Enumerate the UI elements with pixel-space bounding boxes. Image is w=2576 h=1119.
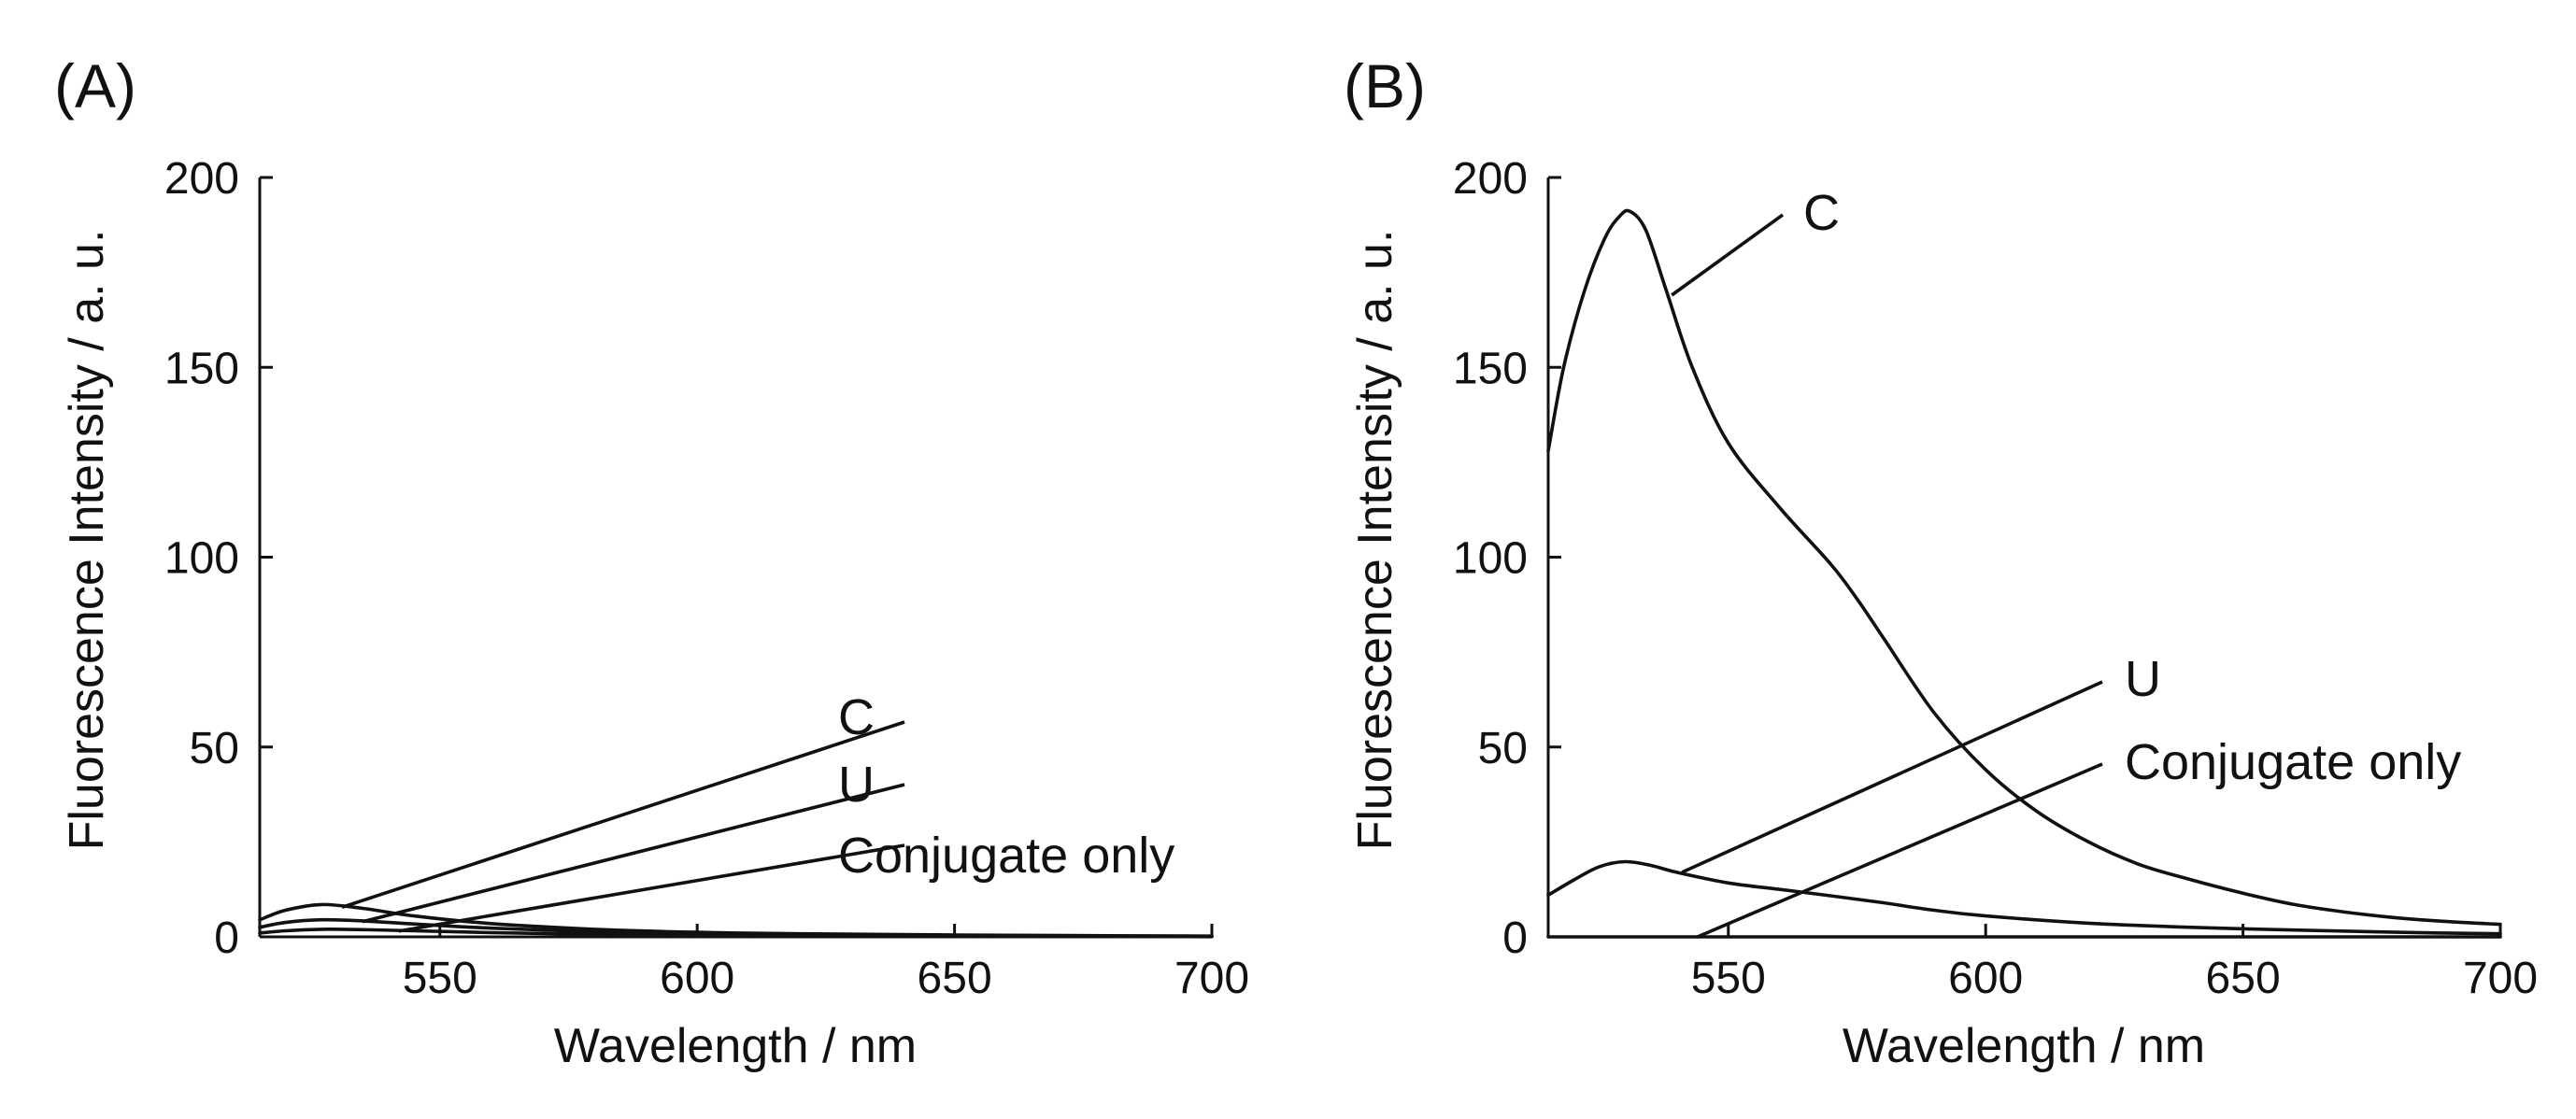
series-label: Conjugate only [838, 828, 1174, 884]
series-leader-line [1697, 762, 2103, 939]
y-tick-label: 0 [214, 914, 239, 963]
panel-label: (A) [54, 51, 136, 120]
series-label: C [838, 689, 875, 745]
x-tick-label: 550 [1691, 954, 1766, 1003]
y-axis-title: Fluorescence Intensity / a. u. [1348, 230, 1402, 851]
series-line-2 [1546, 859, 2502, 936]
y-tick-label: 200 [1453, 154, 1528, 204]
x-axis-title: Wavelength / nm [554, 1019, 917, 1073]
y-tick-label: 150 [164, 344, 239, 393]
x-tick-label: 650 [918, 954, 992, 1003]
series-leader-line [341, 720, 905, 910]
y-tick-label: 100 [164, 534, 239, 584]
y-tick-label: 150 [1453, 344, 1528, 393]
series-leader-line [398, 843, 905, 933]
series-label: U [838, 757, 875, 813]
panel-label: (B) [1344, 51, 1426, 120]
y-tick-label: 0 [1502, 914, 1528, 963]
series-label: U [2125, 651, 2161, 707]
x-tick-label: 700 [2463, 954, 2538, 1003]
x-axis-title: Wavelength / nm [1843, 1019, 2205, 1073]
panel-a: (A) Wavelength / nm Fluorescence Intensi… [54, 51, 1249, 1073]
x-tick-label: 700 [1174, 954, 1249, 1003]
series-label: Conjugate only [2125, 734, 2461, 790]
x-tick-label: 600 [1948, 954, 2023, 1003]
y-tick-label: 50 [190, 724, 239, 773]
x-tick-label: 600 [660, 954, 734, 1003]
y-tick-label: 200 [164, 154, 239, 204]
series-line-1 [1546, 208, 2502, 927]
series-label: C [1803, 185, 1840, 241]
x-tick-label: 650 [2206, 954, 2281, 1003]
x-tick-label: 550 [403, 954, 477, 1003]
y-tick-label: 50 [1478, 724, 1528, 773]
y-axis-title: Fluorescence Intensity / a. u. [60, 230, 114, 851]
series-leader-line [1681, 680, 2103, 874]
panel-b: (B) Wavelength / nm Fluorescence Intensi… [1344, 51, 2538, 1073]
y-tick-label: 100 [1453, 534, 1528, 584]
series-leader-line [1671, 213, 1785, 297]
series-leader-line [362, 783, 905, 924]
series-line-3 [258, 928, 1214, 939]
